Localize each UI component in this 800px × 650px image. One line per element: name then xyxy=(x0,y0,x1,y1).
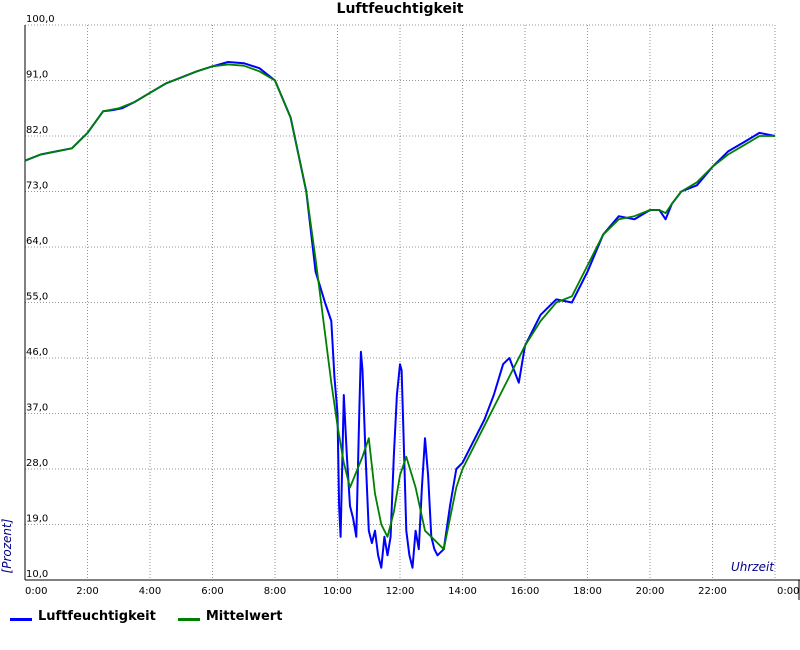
legend-item-mittelwert: Mittelwert xyxy=(177,609,283,624)
y-axis-label: [Prozent] xyxy=(0,518,14,573)
y-tick-label: 46,0 xyxy=(26,347,48,358)
legend-label: Luftfeuchtigkeit xyxy=(38,609,156,624)
x-axis-label: Uhrzeit xyxy=(731,560,775,574)
x-tick-label: 2:00 xyxy=(76,586,98,597)
x-tick-label: 12:00 xyxy=(386,586,415,597)
series-line-mittelwert xyxy=(24,63,775,551)
series-line-luftfeuchtigkeit xyxy=(24,61,776,569)
x-tick-label: 0:00 xyxy=(25,586,47,597)
x-tick-label: 4:00 xyxy=(139,586,161,597)
series-lines xyxy=(24,61,776,569)
x-tick-label: 10:00 xyxy=(323,586,352,597)
y-tick-label: 19,0 xyxy=(26,514,48,525)
y-tick-label: 37,0 xyxy=(26,403,48,414)
legend-swatch-blue xyxy=(10,618,32,621)
y-tick-label: 28,0 xyxy=(26,458,48,469)
y-tick-label: 64,0 xyxy=(26,236,48,247)
legend-swatch-green xyxy=(177,618,200,621)
y-tick-label: 82,0 xyxy=(26,125,48,136)
tick-labels: 10,0 19,0 28,0 37,0 46,0 55,0 64,0 73,0 82,0 91,0… xyxy=(25,14,799,597)
x-tick-label: 20:00 xyxy=(636,586,665,597)
y-tick-label: 100,0 xyxy=(26,14,55,25)
y-tick-label: 10,0 xyxy=(26,569,48,580)
x-tick-label: 14:00 xyxy=(448,586,477,597)
legend-item-luftfeuchtigkeit: Luftfeuchtigkeit xyxy=(10,609,156,624)
x-tick-label: 0:00 xyxy=(777,586,799,597)
chart-title: Luftfeuchtigkeit xyxy=(337,1,464,17)
x-tick-label: 18:00 xyxy=(573,586,602,597)
legend: Luftfeuchtigkeit Mittelwert xyxy=(10,609,282,624)
y-tick-label: 91,0 xyxy=(26,70,48,81)
x-tick-label: 16:00 xyxy=(511,586,540,597)
y-tick-label: 73,0 xyxy=(26,181,48,192)
x-tick-label: 6:00 xyxy=(201,586,223,597)
x-tick-label: 22:00 xyxy=(698,586,727,597)
y-tick-label: 55,0 xyxy=(26,292,48,303)
grid-lines xyxy=(25,24,776,580)
x-tick-label: 8:00 xyxy=(264,586,286,597)
legend-label: Mittelwert xyxy=(205,609,283,624)
